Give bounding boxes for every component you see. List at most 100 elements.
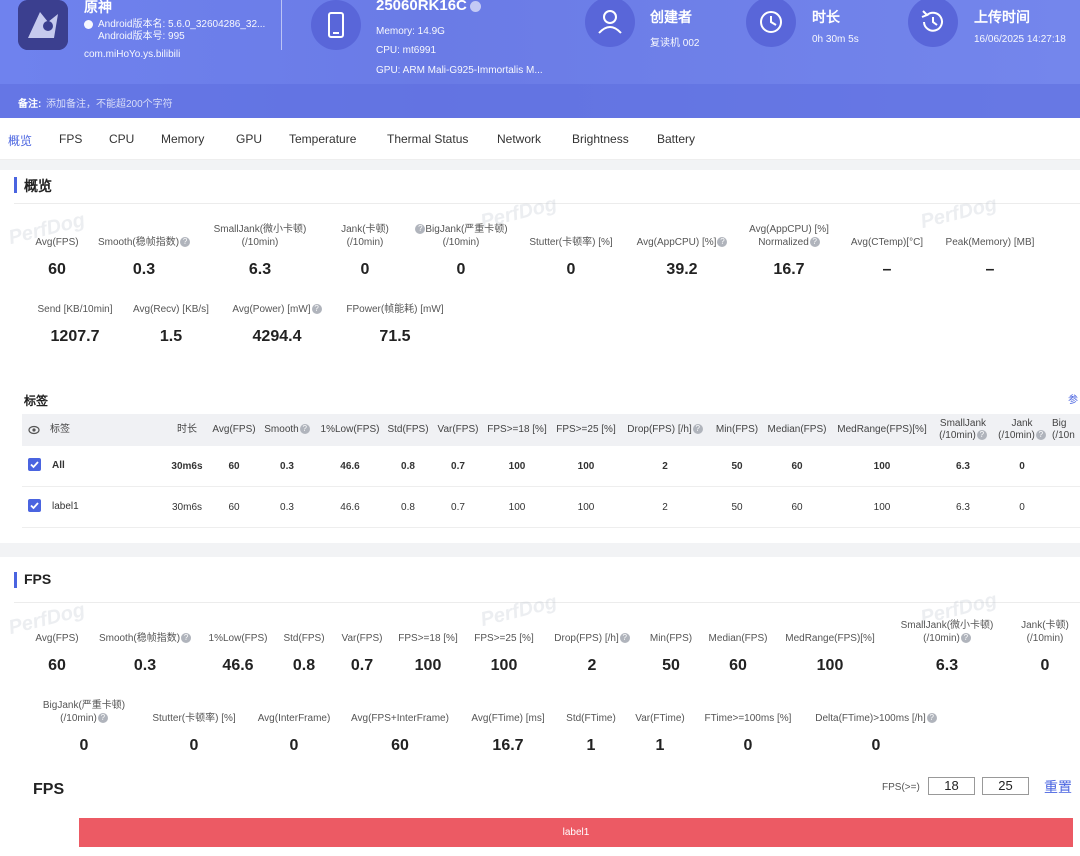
help-icon[interactable]: ? [299,424,310,435]
labels-table-link[interactable]: 参 [1068,395,1078,406]
row-checkbox[interactable] [28,458,41,471]
stat-value: 1 [655,737,665,754]
help-icon[interactable]: ? [976,430,987,441]
cell: 60 [228,502,240,513]
cell: 60 [791,461,803,472]
tab-memory[interactable]: Memory [161,132,205,146]
creator-value: 复读机 002 [650,38,700,49]
cell: 60 [228,461,240,472]
stat-label: Avg(Recv) [KB/s] [133,304,209,315]
app-version-code: Android版本号: 995 [98,31,185,42]
tab-brightness[interactable]: Brightness [572,132,629,146]
stat-value: 16.7 [492,737,524,754]
fps-stat-1low: 1%Low(FPS) 46.6 [206,632,270,675]
tab-network[interactable]: Network [497,132,542,146]
help-icon[interactable]: ? [619,633,630,644]
table-row[interactable]: All 30m6s 60 0.3 46.6 0.8 0.7 100 100 2 … [22,446,1080,487]
stat-value: 0.3 [132,261,156,278]
stat-label: Avg(Power) [mW] [232,304,311,315]
device-name-text: 25060RK16C [376,0,467,14]
help-icon[interactable]: ? [1035,430,1046,441]
stat-value: 60 [391,737,409,754]
upload-value: 16/06/2025 14:27:18 [974,34,1066,45]
cell: 100 [577,502,595,513]
table-row[interactable]: label1 30m6s 60 0.3 46.6 0.8 0.7 100 100… [22,487,1080,528]
duration-value: 0h 30m 5s [812,34,859,45]
fps-stat-var-ftime: Var(FTime) 1 [628,712,692,755]
tab-gpu[interactable]: GPU [236,132,263,146]
stat-bigjank: ? BigJank(严重卡顿) (/10min) 0 [406,223,516,279]
tab-battery[interactable]: Battery [657,132,696,146]
stat-label: FPower(帧能耗) [mW] [346,304,444,315]
cell: 0.8 [401,461,415,472]
help-icon[interactable]: ? [809,237,820,248]
stat-label: Stutter(卡顿率) [%] [152,713,236,724]
fps-stat-ftime-100: FTime>=100ms [%] 0 [698,712,798,755]
tab-fps[interactable]: FPS [59,132,83,146]
stat-avg-appcpu: Avg(AppCPU) [%]? 39.2 [628,236,736,279]
fps-stat-bigjank: BigJank(严重卡顿) (/10min)? 0 [30,699,138,755]
help-icon[interactable]: ? [180,237,191,248]
help-icon[interactable]: ? [415,224,426,235]
fps-stat-fps-interframe: Avg(FPS+InterFrame) 60 [344,712,456,755]
tab-cpu[interactable]: CPU [109,132,135,146]
cell: 50 [731,461,743,472]
fps-stat-smalljank: SmallJank(微小卡顿) (/10min)? 6.3 [888,619,1006,675]
help-icon[interactable]: ? [717,237,728,248]
stat-value: 0 [1040,657,1050,674]
label-bar[interactable]: label1 [79,818,1073,847]
th-avg-fps: Avg(FPS) [212,424,256,435]
fps-chart-title: FPS [33,781,65,798]
th-smalljank-sub: (/10min) [939,430,976,441]
stat-label: Avg(FPS) [35,237,79,248]
tab-thermal-status[interactable]: Thermal Status [387,132,469,146]
user-icon [585,0,635,47]
th-smalljank-text: SmallJank [939,418,987,429]
th-min-fps: Min(FPS) [715,424,759,435]
fps-stat-var: Var(FPS) 0.7 [336,632,388,675]
fps-threshold-label: FPS(>=) [882,782,920,793]
note-input[interactable]: 添加备注，不能超200个字符 [46,99,173,110]
fps-threshold-input-2[interactable]: 25 [982,777,1029,795]
cell: 100 [873,502,891,513]
stat-label: Var(FTime) [635,713,685,724]
cell: 6.3 [956,461,970,472]
help-icon[interactable]: ? [960,633,971,644]
report-header: 原神 Android版本名: 5.6.0_32604286_32... Andr… [0,0,1080,118]
help-icon[interactable]: ? [311,304,322,315]
tab-overview[interactable]: 概览 [8,134,33,148]
app-info: 原神 Android版本名: 5.6.0_32604286_32... Andr… [18,0,282,78]
stat-avg-recv: Avg(Recv) [KB/s] 1.5 [126,303,216,346]
help-icon[interactable]: ? [97,713,108,724]
help-icon[interactable]: ? [926,713,937,724]
row-checkbox[interactable] [28,499,41,512]
fps-stat-interframe: Avg(InterFrame) 0 [250,712,338,755]
info-icon[interactable] [469,0,481,12]
stat-value: 0 [289,737,299,754]
section-gap [0,160,1080,170]
th-jank-sub: (/10min) [998,430,1035,441]
help-icon[interactable]: ? [692,424,703,435]
reset-button[interactable]: 重置 [1044,779,1072,795]
stat-label: Send [KB/10min] [37,304,113,315]
cell: 0.8 [401,502,415,513]
th-fps-18: FPS>=18 [%] [487,424,547,435]
eye-icon[interactable] [28,424,40,440]
cell: 50 [731,502,743,513]
stat-label: Jank(卡顿) [1021,620,1069,631]
header-divider [281,0,282,50]
stat-label: Avg(AppCPU) [%] [749,224,829,235]
fps-threshold-input-1[interactable]: 18 [928,777,975,795]
stat-label: Min(FPS) [649,633,693,644]
stat-value: 60 [48,657,66,674]
stat-value: 0 [871,737,881,754]
cell: 6.3 [956,502,970,513]
stat-label: Avg(FTime) [ms] [471,713,545,724]
stat-avg-power: Avg(Power) [mW]? 4294.4 [222,303,332,346]
history-icon [908,0,958,47]
stat-value: 6.3 [248,261,272,278]
row-label: All [52,460,65,471]
stat-label: Median(FPS) [708,633,768,644]
tab-temperature[interactable]: Temperature [289,132,357,146]
help-icon[interactable]: ? [181,633,192,644]
